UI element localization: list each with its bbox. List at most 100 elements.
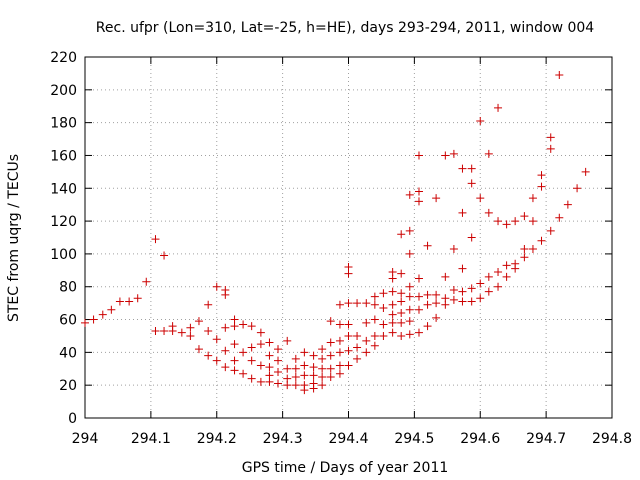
data-point — [528, 217, 537, 226]
data-point — [388, 318, 397, 327]
data-point — [283, 364, 292, 373]
data-point — [563, 200, 572, 209]
data-point — [449, 295, 458, 304]
x-tick-label: 294.6 — [460, 431, 500, 447]
data-point — [379, 304, 388, 313]
data-point — [467, 179, 476, 188]
data-point — [344, 269, 353, 278]
data-point — [212, 356, 221, 365]
data-point — [221, 346, 230, 355]
data-point — [256, 361, 265, 370]
data-point — [458, 287, 467, 296]
data-point — [291, 372, 300, 381]
data-point — [230, 366, 239, 375]
data-point — [458, 297, 467, 306]
data-point — [476, 116, 485, 125]
data-point — [318, 372, 327, 381]
data-point — [274, 379, 283, 388]
data-point — [335, 336, 344, 345]
data-point — [502, 220, 511, 229]
data-point — [309, 384, 318, 393]
data-point — [379, 320, 388, 329]
data-point — [247, 356, 256, 365]
data-point — [362, 299, 371, 308]
data-point — [449, 286, 458, 295]
data-point — [423, 300, 432, 309]
data-point — [432, 313, 441, 322]
y-tick-label: 40 — [59, 345, 77, 361]
data-point — [256, 340, 265, 349]
data-point — [405, 330, 414, 339]
y-tick-label: 60 — [59, 313, 77, 329]
data-point — [432, 290, 441, 299]
data-point — [186, 331, 195, 340]
data-point — [344, 361, 353, 370]
data-point — [326, 364, 335, 373]
data-point — [405, 305, 414, 314]
data-point — [212, 282, 221, 291]
data-point — [397, 289, 406, 298]
data-point — [528, 194, 537, 203]
data-point — [247, 343, 256, 352]
data-point — [494, 282, 503, 291]
y-tick-label: 20 — [59, 378, 77, 394]
data-point — [458, 208, 467, 217]
x-tick-label: 294.5 — [394, 431, 434, 447]
data-point — [151, 235, 160, 244]
y-tick-label: 180 — [50, 116, 77, 132]
x-tick-label: 294.3 — [263, 431, 303, 447]
data-point — [300, 371, 309, 380]
data-point — [265, 351, 274, 360]
data-point — [581, 167, 590, 176]
y-tick-label: 80 — [59, 280, 77, 296]
data-point — [370, 341, 379, 350]
data-point — [326, 372, 335, 381]
data-point — [397, 297, 406, 306]
data-point — [151, 327, 160, 336]
x-tick-label: 294.1 — [131, 431, 171, 447]
data-point — [573, 184, 582, 193]
data-point — [221, 363, 230, 372]
data-point — [344, 346, 353, 355]
y-axis-label: STEC from uqrg / TECUs — [6, 154, 22, 322]
data-point — [476, 194, 485, 203]
data-point — [318, 364, 327, 373]
data-point — [283, 381, 292, 390]
data-point — [370, 315, 379, 324]
data-point — [405, 190, 414, 199]
data-point — [528, 244, 537, 253]
data-point — [467, 284, 476, 293]
chart-title: Rec. ufpr (Lon=310, Lat=-25, h=HE), days… — [96, 20, 595, 36]
data-point — [239, 320, 248, 329]
data-point — [335, 348, 344, 357]
data-point — [379, 331, 388, 340]
data-point — [555, 213, 564, 222]
data-point — [494, 217, 503, 226]
data-point — [520, 212, 529, 221]
data-point — [318, 345, 327, 354]
data-point — [160, 251, 169, 260]
data-point — [247, 374, 256, 383]
data-point — [221, 323, 230, 332]
data-point — [160, 327, 169, 336]
data-point — [318, 354, 327, 363]
data-point — [414, 187, 423, 196]
data-point — [546, 144, 555, 153]
data-point — [98, 310, 107, 319]
data-point — [484, 149, 493, 158]
data-point — [326, 351, 335, 360]
data-point — [397, 269, 406, 278]
x-tick-label: 294 — [72, 431, 99, 447]
data-point — [309, 363, 318, 372]
x-tick-label: 294.8 — [592, 431, 632, 447]
data-point — [432, 299, 441, 308]
data-point — [318, 381, 327, 390]
data-point — [265, 377, 274, 386]
data-point — [388, 328, 397, 337]
data-point — [388, 274, 397, 283]
data-point — [362, 318, 371, 327]
data-point — [476, 294, 485, 303]
data-points — [81, 71, 590, 395]
data-point — [335, 369, 344, 378]
data-point — [194, 317, 203, 326]
